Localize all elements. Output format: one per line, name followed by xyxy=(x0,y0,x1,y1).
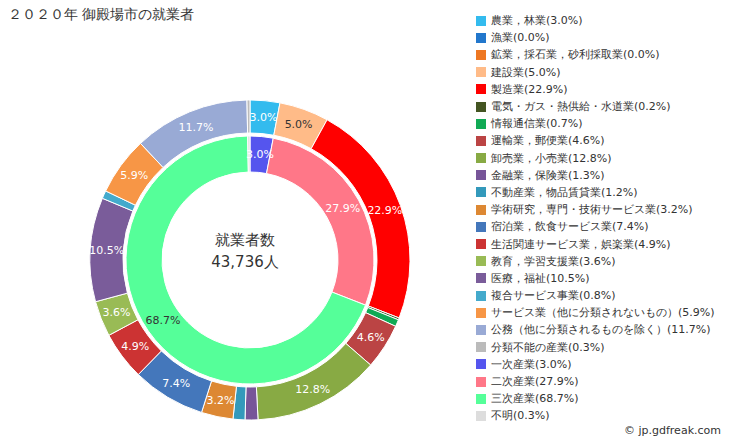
html-text:三次産業(68.7%): 三次産業(68.7%) xyxy=(491,392,579,406)
html-text:製造業(22.9%): 製造業(22.9%) xyxy=(491,82,568,96)
html-text:教育，学習支援業(3.6%): 教育，学習支援業(3.6%) xyxy=(491,254,616,268)
svg-text:11.7%: 11.7% xyxy=(178,121,213,134)
html-text:情報通信業(0.7%): 情報通信業(0.7%) xyxy=(491,117,583,131)
html-text:医療，福祉(10.5%): 医療，福祉(10.5%) xyxy=(491,271,590,285)
html-text:不明(0.3%): 不明(0.3%) xyxy=(491,409,550,423)
svg-text:12.8%: 12.8% xyxy=(295,383,330,396)
html-text:サービス業（他に分類されないもの）(5.9%): サービス業（他に分類されないもの）(5.9%) xyxy=(491,306,715,320)
html-text:学術研究，専門・技術サービス業(3.2%): 学術研究，専門・技術サービス業(3.2%) xyxy=(491,203,693,217)
svg-text:27.9%: 27.9% xyxy=(325,202,360,215)
svg-text:3.0%: 3.0% xyxy=(250,111,278,124)
html-text:金融業，保険業(1.3%): 金融業，保険業(1.3%) xyxy=(491,168,605,182)
svg-text:5.0%: 5.0% xyxy=(285,118,313,131)
svg-text:5.9%: 5.9% xyxy=(120,169,148,182)
svg-text:7.4%: 7.4% xyxy=(162,377,190,390)
html-text:生活関連サービス業，娯楽業(4.9%): 生活関連サービス業，娯楽業(4.9%) xyxy=(491,237,671,251)
svg-text:22.9%: 22.9% xyxy=(367,204,402,217)
html-text:就業者数: 就業者数 xyxy=(215,231,275,249)
html-text:卸売業，小売業(12.8%): 卸売業，小売業(12.8%) xyxy=(491,151,612,165)
svg-text:10.5%: 10.5% xyxy=(89,244,124,257)
html-text:建設業(5.0%): 建設業(5.0%) xyxy=(491,65,561,79)
svg-text:3.0%: 3.0% xyxy=(246,148,274,161)
html-text:43,736人: 43,736人 xyxy=(211,253,279,271)
html-text:２０２０年 御殿場市の就業者: ２０２０年 御殿場市の就業者 xyxy=(8,6,195,22)
html-text:漁業(0.0%): 漁業(0.0%) xyxy=(491,31,550,45)
svg-text:3.2%: 3.2% xyxy=(206,394,234,407)
html-text:二次産業(27.9%): 二次産業(27.9%) xyxy=(491,375,579,388)
html-text:不動産業，物品賃貸業(1.2%): 不動産業，物品賃貸業(1.2%) xyxy=(491,186,638,199)
html-text:複合サービス事業(0.8%): 複合サービス事業(0.8%) xyxy=(491,289,616,303)
html-text:分類不能の産業(0.3%): 分類不能の産業(0.3%) xyxy=(491,340,605,354)
svg-text:4.9%: 4.9% xyxy=(121,340,149,353)
svg-text:68.7%: 68.7% xyxy=(146,314,181,327)
html-text:宿泊業，飲食サービス業(7.4%): 宿泊業，飲食サービス業(7.4%) xyxy=(491,220,649,234)
html-text:© jp.gdfreak.com: © jp.gdfreak.com xyxy=(624,424,721,437)
html-text:運輸業，郵便業(4.6%): 運輸業，郵便業(4.6%) xyxy=(491,134,605,148)
svg-text:3.6%: 3.6% xyxy=(103,306,131,319)
html-text:電気・ガス・熱供給・水道業(0.2%): 電気・ガス・熱供給・水道業(0.2%) xyxy=(491,100,671,113)
html-text:農業，林業(3.0%): 農業，林業(3.0%) xyxy=(491,14,583,28)
svg-text:4.6%: 4.6% xyxy=(357,331,385,344)
html-text:一次産業(3.0%): 一次産業(3.0%) xyxy=(491,357,572,371)
html-text:公務（他に分類されるものを除く）(11.7%): 公務（他に分類されるものを除く）(11.7%) xyxy=(491,323,711,337)
html-text:鉱業，採石業，砂利採取業(0.0%): 鉱業，採石業，砂利採取業(0.0%) xyxy=(491,48,660,62)
